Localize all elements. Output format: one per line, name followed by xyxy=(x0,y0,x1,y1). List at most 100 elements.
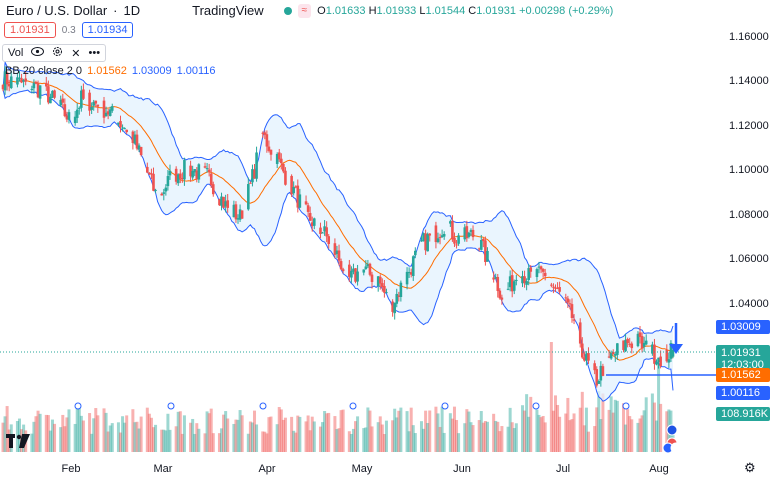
volume-bar xyxy=(568,420,572,452)
volume-bar xyxy=(492,413,496,452)
candles xyxy=(1,66,675,388)
buy-button[interactable]: 1.01934 xyxy=(81,22,134,38)
candle xyxy=(593,360,596,375)
volume-bar xyxy=(393,408,397,452)
event-marker xyxy=(259,402,267,410)
volume-bar xyxy=(593,426,597,452)
candle xyxy=(80,85,83,112)
candle xyxy=(535,267,539,283)
candle xyxy=(570,298,574,323)
volume-bar xyxy=(50,419,54,452)
volume-bar xyxy=(308,430,312,452)
candle xyxy=(422,232,425,242)
bollinger-bands-legend[interactable]: BB 20 close 2 0 1.01562 1.03009 1.00116 xyxy=(5,65,216,77)
tradingview-logo-icon[interactable] xyxy=(6,432,30,450)
candle xyxy=(601,363,605,377)
candle xyxy=(411,255,415,281)
candle xyxy=(148,172,151,176)
candle xyxy=(585,351,588,366)
volume-bar xyxy=(110,423,114,452)
candle xyxy=(409,268,413,278)
candle xyxy=(438,233,442,245)
candle xyxy=(352,263,355,275)
volume-bar xyxy=(96,415,100,452)
lower-band-price-tag: 1.00116 xyxy=(716,386,770,400)
candle xyxy=(494,273,498,280)
candle xyxy=(657,357,660,369)
candle xyxy=(207,163,211,177)
volume-bar xyxy=(572,413,576,452)
chart-settings-icon[interactable]: ⚙ xyxy=(744,460,756,475)
volume-bar xyxy=(174,426,178,452)
volume-bar xyxy=(166,413,170,452)
volume-bar xyxy=(102,408,106,452)
volume-bar xyxy=(131,409,135,452)
volume-bar xyxy=(238,410,242,452)
candle xyxy=(381,278,384,292)
candle xyxy=(137,143,141,153)
volume-bar xyxy=(211,433,215,452)
volume-bar xyxy=(508,407,512,452)
sell-button[interactable]: 1.01931 xyxy=(4,22,56,38)
candle xyxy=(121,124,124,132)
candle xyxy=(102,96,106,124)
volume-bar xyxy=(582,425,586,452)
settings-gear-icon[interactable] xyxy=(52,46,63,60)
volume-bar xyxy=(137,428,141,452)
candle xyxy=(59,95,63,107)
candle xyxy=(224,194,227,213)
interval-label[interactable]: 1D xyxy=(123,3,141,18)
volume-bar xyxy=(38,413,42,452)
close-icon[interactable]: ✕ xyxy=(71,47,81,60)
volume-bar xyxy=(298,416,302,452)
candle xyxy=(306,202,310,218)
symbol-name[interactable]: Euro / U.S. Dollar xyxy=(6,3,108,18)
volume-bar xyxy=(90,433,94,452)
volume-bar xyxy=(376,422,380,452)
volume-bar xyxy=(222,414,226,452)
volume-bar xyxy=(405,411,409,452)
candle xyxy=(552,283,555,294)
volume-bar xyxy=(636,422,640,452)
symbol-header: Euro / U.S. Dollar · 1D TradingView ≈ O1… xyxy=(6,3,613,18)
volume-bar xyxy=(628,416,632,452)
volume-bar xyxy=(347,431,351,452)
candle xyxy=(434,221,438,249)
eye-icon[interactable] xyxy=(31,47,45,59)
basis-price-tag: 1.01562 xyxy=(716,368,770,382)
candle xyxy=(133,130,137,145)
volume-bar xyxy=(67,409,71,452)
volume-bar xyxy=(292,430,296,452)
volume-bar xyxy=(135,421,139,452)
candle xyxy=(554,284,557,293)
candle xyxy=(428,233,432,242)
candle xyxy=(541,268,545,278)
volume-bar xyxy=(485,421,489,452)
event-marker xyxy=(622,402,630,410)
bb-label: BB 20 close 2 0 xyxy=(5,65,83,77)
upper-band-price-tag: 1.03009 xyxy=(716,320,770,334)
volume-bar xyxy=(615,400,619,452)
candle xyxy=(275,152,279,169)
volume-indicator-legend[interactable]: Vol ✕ ••• xyxy=(2,44,107,62)
volume-bar xyxy=(657,362,661,452)
time-axis-label: Jul xyxy=(555,463,571,475)
candle xyxy=(537,261,541,274)
volume-bar xyxy=(73,423,77,452)
candle xyxy=(240,210,244,219)
candle xyxy=(512,279,516,295)
more-options-icon[interactable]: ••• xyxy=(88,47,101,59)
candle xyxy=(265,130,269,153)
candle xyxy=(277,148,281,163)
candle xyxy=(572,314,576,325)
candle xyxy=(539,265,543,274)
candle xyxy=(176,173,180,186)
candle xyxy=(183,157,186,186)
volume-bars xyxy=(1,342,675,452)
candle xyxy=(366,259,370,269)
candle xyxy=(393,302,396,320)
candle xyxy=(261,131,265,138)
candle xyxy=(580,337,584,359)
volume-bar xyxy=(407,431,411,452)
